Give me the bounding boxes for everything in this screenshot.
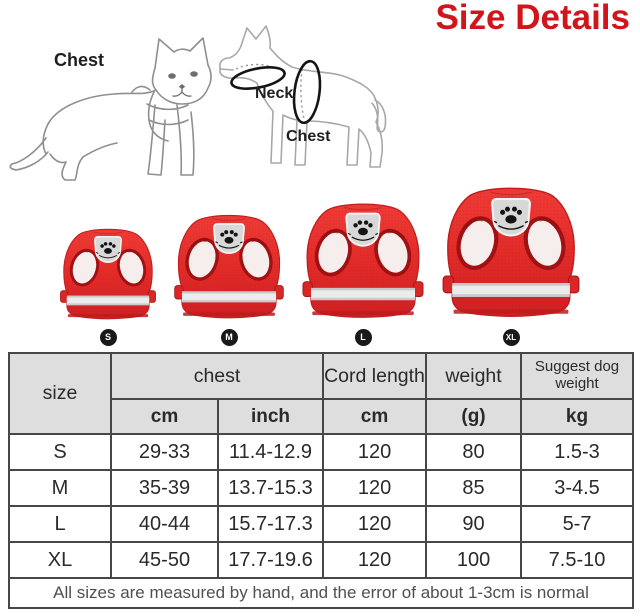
- table-cell: 120: [322, 469, 428, 507]
- table-cell: 80: [425, 433, 523, 471]
- dog-measurement-diagram: Neck Chest: [206, 20, 400, 184]
- table-cell: 3-4.5: [520, 469, 635, 507]
- cat-line-drawing: [9, 37, 212, 181]
- unit-header-cord-cm: cm: [322, 398, 428, 435]
- cat-harness-outline: [147, 91, 169, 142]
- harness-illustration-s: [59, 222, 157, 325]
- unit-header-weight-g: (g): [425, 398, 523, 435]
- harness-illustration-m: [173, 207, 285, 325]
- size-badge-xl: XL: [502, 329, 520, 346]
- harness-size-m: M: [173, 207, 285, 346]
- table-row-s: S 29-33 11.4-12.9 120 80 1.5-3: [8, 433, 635, 471]
- table-cell: 45-50: [110, 541, 219, 579]
- chest-measure-ring: [292, 59, 322, 125]
- table-cell: 7.5-10: [520, 541, 635, 579]
- harness-size-xl: XL: [441, 178, 581, 346]
- table-cell: 90: [425, 505, 523, 543]
- size-badge-m: M: [220, 329, 238, 346]
- cat-measurement-diagram: Chest: [4, 26, 216, 184]
- dog-chest-label: Chest: [286, 128, 331, 145]
- table-cell: 35-39: [110, 469, 219, 507]
- col-header-suggest-dog-weight: Suggest dog weight: [520, 352, 635, 400]
- dog-line-drawing: [219, 25, 387, 168]
- table-row-xl: XL 45-50 17.7-19.6 120 100 7.5-10: [8, 541, 635, 579]
- unit-header-chest-cm: cm: [110, 398, 219, 435]
- measurement-disclaimer: All sizes are measured by hand, and the …: [7, 577, 635, 609]
- harness-illustration-xl: [441, 178, 581, 325]
- table-cell: 1.5-3: [520, 433, 635, 471]
- table-cell: 17.7-19.6: [216, 541, 325, 579]
- cat-face: [168, 71, 198, 90]
- harness-size-s: S: [59, 222, 157, 346]
- cat-chest-label: Chest: [54, 50, 105, 70]
- table-cell: 40-44: [110, 505, 219, 543]
- col-header-cord-length: Cord length: [322, 352, 428, 400]
- table-row-l: L 40-44 15.7-17.3 120 90 5-7: [8, 505, 635, 543]
- table-cell: 85: [425, 469, 523, 507]
- table-row-m: M 35-39 13.7-15.3 120 85 3-4.5: [8, 469, 635, 507]
- harness-size-lineup: S M L XL: [0, 183, 640, 346]
- table-cell: S: [8, 433, 112, 471]
- table-cell: 13.7-15.3: [216, 469, 325, 507]
- table-cell: 29-33: [110, 433, 219, 471]
- table-cell: L: [8, 505, 112, 543]
- page-title: Size Details: [435, 0, 630, 37]
- dog-neck-label: Neck: [255, 85, 294, 102]
- table-cell: 15.7-17.3: [216, 505, 325, 543]
- table-cell: 120: [322, 433, 428, 471]
- col-header-chest: chest: [109, 352, 325, 400]
- harness-illustration-l: [301, 195, 425, 325]
- unit-header-chest-inch: inch: [216, 398, 325, 435]
- table-cell: M: [8, 469, 112, 507]
- table-cell: 11.4-12.9: [216, 433, 325, 471]
- size-badge-s: S: [99, 329, 117, 346]
- table-cell: 120: [322, 505, 428, 543]
- table-cell: 120: [322, 541, 428, 579]
- size-badge-l: L: [354, 329, 372, 346]
- table-cell: 100: [425, 541, 523, 579]
- neck-measure-ring: [230, 66, 286, 90]
- unit-header-suggest-kg: kg: [520, 398, 635, 435]
- table-cell: XL: [8, 541, 112, 579]
- col-header-weight: weight: [425, 352, 523, 400]
- table-cell: 5-7: [520, 505, 635, 543]
- harness-size-l: L: [301, 195, 425, 346]
- size-chart-table: size chest Cord length weight Suggest do…: [7, 352, 635, 609]
- col-header-size: size: [8, 352, 112, 435]
